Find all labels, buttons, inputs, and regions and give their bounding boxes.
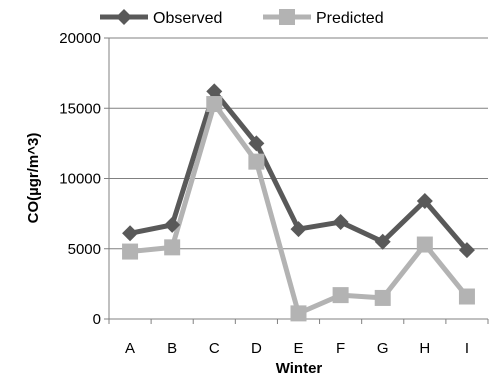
predicted-point	[248, 153, 265, 170]
series-lines	[129, 88, 469, 316]
legend-square-marker	[279, 9, 295, 25]
x-tick-label: E	[293, 340, 303, 357]
x-tick-label: I	[465, 340, 469, 357]
x-tick-label: D	[251, 340, 262, 357]
x-tick-label: H	[419, 340, 430, 357]
observed-point	[290, 221, 307, 238]
predicted-point	[164, 239, 181, 256]
x-tick-label: B	[167, 340, 177, 357]
legend-item-predicted: Predicted	[263, 9, 384, 27]
y-tick-label: 20000	[59, 30, 101, 47]
predicted-point	[374, 289, 391, 306]
observed-point	[374, 233, 391, 250]
legend-label: Observed	[153, 10, 222, 27]
x-tick-label: F	[336, 340, 345, 357]
tick-labels: 0 5000 10000 15000 20000 A B C D E F G H I	[59, 30, 469, 357]
x-tick-label: C	[209, 340, 220, 357]
x-tick-label: G	[377, 340, 389, 357]
y-tick-label: 5000	[68, 241, 101, 258]
observed-point	[332, 214, 349, 231]
predicted-point	[458, 288, 475, 305]
observed-point	[458, 242, 475, 259]
legend-diamond-marker	[116, 9, 132, 25]
legend-label: Predicted	[316, 10, 384, 27]
predicted-point	[416, 236, 433, 253]
observed-point	[122, 225, 139, 242]
predicted-point	[206, 96, 223, 113]
predicted-point	[332, 287, 349, 304]
gridlines	[109, 37, 488, 320]
axes	[104, 37, 489, 324]
predicted-point	[122, 243, 139, 260]
y-tick-label: 15000	[59, 100, 101, 117]
predicted-point	[290, 305, 307, 322]
observed-point	[416, 192, 433, 209]
legend-item-observed: Observed	[100, 9, 222, 27]
y-axis-title: CO(µgr/m^3)	[25, 133, 42, 224]
x-axis-title: Winter	[276, 360, 323, 376]
x-tick-label: A	[125, 340, 135, 357]
observed-point	[248, 135, 265, 152]
observed-point	[164, 216, 181, 233]
y-tick-label: 10000	[59, 171, 101, 188]
y-tick-label: 0	[93, 311, 101, 328]
series-markers	[122, 83, 475, 322]
observed-point	[206, 83, 223, 100]
legend: Observed Predicted	[100, 9, 384, 27]
